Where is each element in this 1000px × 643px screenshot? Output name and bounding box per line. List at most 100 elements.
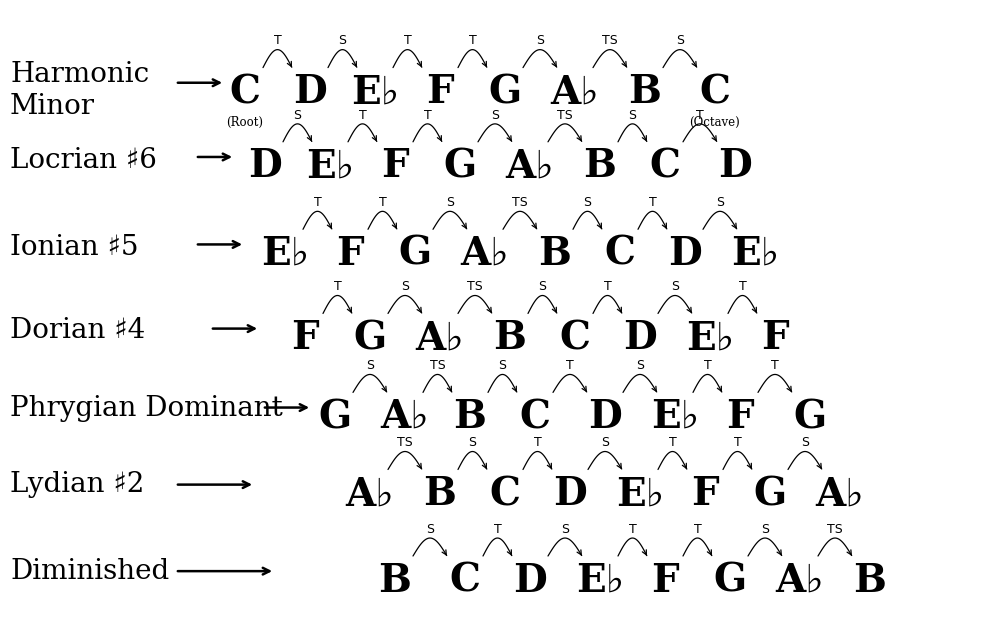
- Text: D: D: [718, 147, 752, 185]
- Text: C: C: [520, 398, 550, 436]
- Text: S: S: [676, 34, 684, 48]
- Text: B: B: [454, 398, 486, 436]
- Text: F: F: [291, 319, 319, 357]
- Text: C: C: [604, 235, 636, 273]
- Text: T: T: [334, 280, 341, 293]
- Text: D: D: [588, 398, 622, 436]
- Text: S: S: [601, 436, 609, 449]
- Text: T: T: [771, 359, 779, 372]
- Text: Harmonic
Minor: Harmonic Minor: [10, 62, 149, 120]
- Text: F: F: [691, 475, 719, 513]
- Text: (Root): (Root): [226, 116, 264, 129]
- Text: (Octave): (Octave): [690, 116, 740, 129]
- Text: S: S: [801, 436, 809, 449]
- Text: B: B: [494, 319, 526, 357]
- Text: S: S: [671, 280, 679, 293]
- Text: F: F: [651, 561, 679, 599]
- Text: T: T: [629, 523, 636, 536]
- Text: E♭: E♭: [616, 475, 664, 513]
- Text: C: C: [230, 73, 260, 111]
- Text: G: G: [318, 398, 352, 436]
- Text: S: S: [561, 523, 569, 536]
- Text: A♭: A♭: [551, 73, 599, 111]
- Text: T: T: [669, 436, 676, 449]
- Text: B: B: [424, 475, 456, 513]
- Text: TS: TS: [557, 109, 573, 122]
- Text: E♭: E♭: [351, 73, 399, 111]
- Text: S: S: [584, 196, 592, 209]
- Text: T: T: [566, 359, 574, 372]
- Text: F: F: [381, 147, 409, 185]
- Text: Ionian ♯5: Ionian ♯5: [10, 234, 138, 261]
- Text: S: S: [401, 280, 409, 293]
- Text: A♭: A♭: [776, 561, 824, 599]
- Text: A♭: A♭: [461, 235, 509, 273]
- Text: B: B: [539, 235, 571, 273]
- Text: S: S: [536, 34, 544, 48]
- Text: B: B: [584, 147, 616, 185]
- Text: E♭: E♭: [686, 319, 734, 357]
- Text: TS: TS: [430, 359, 445, 372]
- Text: T: T: [494, 523, 501, 536]
- Text: G: G: [443, 147, 477, 185]
- Text: A♭: A♭: [416, 319, 464, 357]
- Text: E♭: E♭: [651, 398, 699, 436]
- Text: T: T: [694, 523, 701, 536]
- Text: G: G: [713, 561, 747, 599]
- Text: Diminished: Diminished: [10, 558, 169, 585]
- Text: S: S: [636, 359, 644, 372]
- Text: T: T: [359, 109, 366, 122]
- Text: D: D: [668, 235, 702, 273]
- Text: T: T: [424, 109, 431, 122]
- Text: T: T: [274, 34, 281, 48]
- Text: D: D: [513, 561, 547, 599]
- Text: C: C: [700, 73, 730, 111]
- Text: Dorian ♯4: Dorian ♯4: [10, 317, 145, 344]
- Text: G: G: [398, 235, 432, 273]
- Text: TS: TS: [467, 280, 483, 293]
- Text: B: B: [629, 73, 661, 111]
- Text: G: G: [353, 319, 387, 357]
- Text: T: T: [649, 196, 656, 209]
- Text: F: F: [426, 73, 454, 111]
- Text: C: C: [450, 561, 480, 599]
- Text: S: S: [469, 436, 477, 449]
- Text: T: T: [404, 34, 411, 48]
- Text: A♭: A♭: [816, 475, 864, 513]
- Text: S: S: [538, 280, 546, 293]
- Text: G: G: [753, 475, 787, 513]
- Text: G: G: [793, 398, 827, 436]
- Text: C: C: [650, 147, 680, 185]
- Text: E♭: E♭: [261, 235, 309, 273]
- Text: Lydian ♯2: Lydian ♯2: [10, 471, 144, 498]
- Text: S: S: [716, 196, 724, 209]
- Text: T: T: [534, 436, 541, 449]
- Text: D: D: [623, 319, 657, 357]
- Text: T: T: [379, 196, 386, 209]
- Text: T: T: [734, 436, 741, 449]
- Text: S: S: [446, 196, 454, 209]
- Text: TS: TS: [512, 196, 528, 209]
- Text: T: T: [314, 196, 321, 209]
- Text: TS: TS: [827, 523, 843, 536]
- Text: S: S: [338, 34, 347, 48]
- Text: Phrygian Dominant: Phrygian Dominant: [10, 395, 283, 422]
- Text: D: D: [553, 475, 587, 513]
- Text: S: S: [426, 523, 434, 536]
- Text: A♭: A♭: [506, 147, 554, 185]
- Text: S: S: [366, 359, 374, 372]
- Text: F: F: [336, 235, 364, 273]
- Text: G: G: [488, 73, 522, 111]
- Text: S: S: [294, 109, 302, 122]
- Text: S: S: [498, 359, 506, 372]
- Text: F: F: [726, 398, 754, 436]
- Text: S: S: [761, 523, 769, 536]
- Text: E♭: E♭: [306, 147, 354, 185]
- Text: E♭: E♭: [731, 235, 779, 273]
- Text: T: T: [696, 109, 704, 122]
- Text: Locrian ♯6: Locrian ♯6: [10, 147, 157, 174]
- Text: S: S: [491, 109, 499, 122]
- Text: A♭: A♭: [381, 398, 429, 436]
- Text: T: T: [469, 34, 476, 48]
- Text: D: D: [293, 73, 327, 111]
